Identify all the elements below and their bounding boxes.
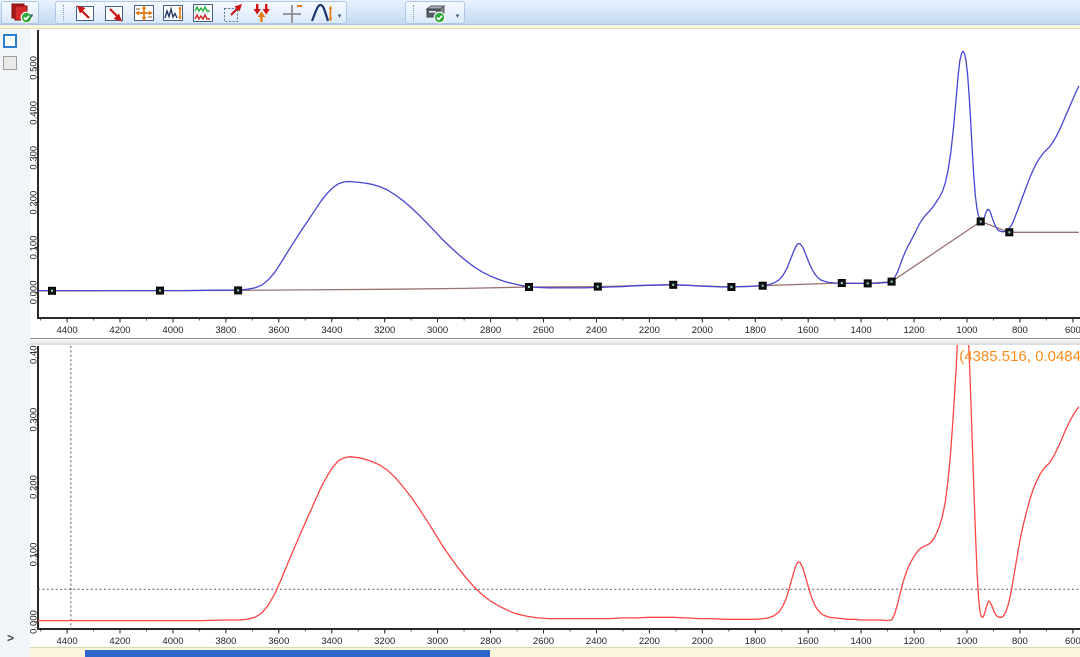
svg-text:1400: 1400 bbox=[851, 325, 872, 336]
toolbar-overflow-chevron[interactable] bbox=[453, 12, 462, 22]
svg-text:1400: 1400 bbox=[851, 636, 872, 647]
crosshair-icon bbox=[280, 2, 304, 24]
zoom-in-button[interactable] bbox=[101, 2, 129, 23]
toolbar-overflow-chevron[interactable] bbox=[27, 12, 36, 22]
svg-text:2000: 2000 bbox=[692, 636, 713, 647]
svg-text:600: 600 bbox=[1065, 636, 1080, 647]
toolbar-drag-handle[interactable] bbox=[413, 5, 416, 21]
svg-text:1800: 1800 bbox=[745, 325, 766, 336]
stack-spectra-button[interactable] bbox=[189, 2, 217, 23]
spectrum-chart-bottom[interactable]: 4400 4200 4000 3800 3600 3400 3200 3000 2800 2600… bbox=[30, 345, 1080, 647]
full-scale-icon bbox=[132, 2, 156, 24]
zoom-region-icon bbox=[221, 2, 245, 24]
instrument-status-button[interactable] bbox=[421, 2, 449, 23]
svg-text:1200: 1200 bbox=[904, 636, 925, 647]
peak-pick-icon bbox=[250, 2, 274, 24]
toolbar-group-apply bbox=[1, 1, 39, 24]
svg-text:4400: 4400 bbox=[57, 636, 78, 647]
svg-text:2800: 2800 bbox=[480, 636, 501, 647]
autoscale-y-icon bbox=[161, 2, 185, 24]
svg-text:2200: 2200 bbox=[639, 636, 660, 647]
full-scale-button[interactable] bbox=[130, 2, 158, 23]
svg-text:2600: 2600 bbox=[533, 325, 554, 336]
stack-spectra-icon bbox=[191, 2, 215, 24]
svg-text:4000: 4000 bbox=[162, 325, 183, 336]
svg-text:2200: 2200 bbox=[639, 325, 660, 336]
svg-text:1800: 1800 bbox=[745, 636, 766, 647]
svg-text:3200: 3200 bbox=[374, 636, 395, 647]
svg-text:3600: 3600 bbox=[268, 636, 289, 647]
svg-text:3000: 3000 bbox=[427, 636, 448, 647]
peak-pick-button[interactable] bbox=[248, 2, 276, 23]
svg-text:1600: 1600 bbox=[798, 636, 819, 647]
svg-text:800: 800 bbox=[1012, 325, 1028, 336]
svg-text:2400: 2400 bbox=[586, 636, 607, 647]
zoom-out-button[interactable] bbox=[71, 2, 99, 23]
zoom-out-icon bbox=[73, 2, 97, 24]
spectrum-panel-bottom: 4400 4200 4000 3800 3600 3400 3200 3000 2800 2600… bbox=[30, 345, 1080, 647]
status-bar-segment bbox=[85, 650, 490, 657]
svg-text:1000: 1000 bbox=[956, 325, 977, 336]
spectrum-panel-top: 4400 4200 4000 3800 3600 3400 3200 3000 2800 2600… bbox=[30, 29, 1080, 338]
app-window: > 4400 4200 4000 3800 3600 3400 3200 3000 2800 26… bbox=[0, 0, 1080, 657]
left-sidebar: > bbox=[0, 29, 30, 657]
svg-text:(4385.516, 0.0484): (4385.516, 0.0484) bbox=[959, 348, 1080, 365]
toolbar-drag-handle[interactable] bbox=[63, 5, 66, 21]
sidebar-expander-chevron[interactable]: > bbox=[7, 631, 14, 645]
svg-text:1600: 1600 bbox=[798, 325, 819, 336]
peak-height-icon bbox=[309, 2, 333, 24]
sidebar-tool-box-selected[interactable] bbox=[3, 34, 17, 48]
svg-text:4400: 4400 bbox=[57, 325, 78, 336]
svg-text:3200: 3200 bbox=[374, 325, 395, 336]
zoom-in-icon bbox=[102, 2, 126, 24]
toolbar-group-instrument bbox=[405, 1, 465, 24]
toolbar bbox=[0, 0, 1080, 25]
crosshair-button[interactable] bbox=[278, 2, 306, 23]
svg-text:1200: 1200 bbox=[904, 325, 925, 336]
svg-text:3000: 3000 bbox=[427, 325, 448, 336]
spectrum-chart-top[interactable]: 4400 4200 4000 3800 3600 3400 3200 3000 2800 2600… bbox=[30, 29, 1080, 338]
svg-text:4200: 4200 bbox=[109, 325, 130, 336]
sidebar-tool-box[interactable] bbox=[3, 56, 17, 70]
svg-text:2000: 2000 bbox=[692, 325, 713, 336]
svg-text:2600: 2600 bbox=[533, 636, 554, 647]
svg-text:3800: 3800 bbox=[215, 325, 236, 336]
svg-text:2800: 2800 bbox=[480, 325, 501, 336]
toolbar-group-display-tools bbox=[55, 1, 347, 24]
svg-text:3800: 3800 bbox=[215, 636, 236, 647]
svg-text:4200: 4200 bbox=[109, 636, 130, 647]
svg-text:600: 600 bbox=[1065, 325, 1080, 336]
chart-splitter[interactable] bbox=[30, 338, 1080, 345]
svg-text:2400: 2400 bbox=[586, 325, 607, 336]
svg-text:3400: 3400 bbox=[321, 636, 342, 647]
zoom-region-button[interactable] bbox=[219, 2, 247, 23]
instrument-status-icon bbox=[422, 2, 448, 24]
svg-text:3400: 3400 bbox=[321, 325, 342, 336]
svg-text:1000: 1000 bbox=[956, 636, 977, 647]
autoscale-y-button[interactable] bbox=[160, 2, 188, 23]
svg-text:3600: 3600 bbox=[268, 325, 289, 336]
peak-height-button[interactable] bbox=[307, 2, 335, 23]
toolbar-overflow-chevron[interactable] bbox=[335, 12, 344, 22]
svg-text:800: 800 bbox=[1012, 636, 1028, 647]
svg-text:4000: 4000 bbox=[162, 636, 183, 647]
